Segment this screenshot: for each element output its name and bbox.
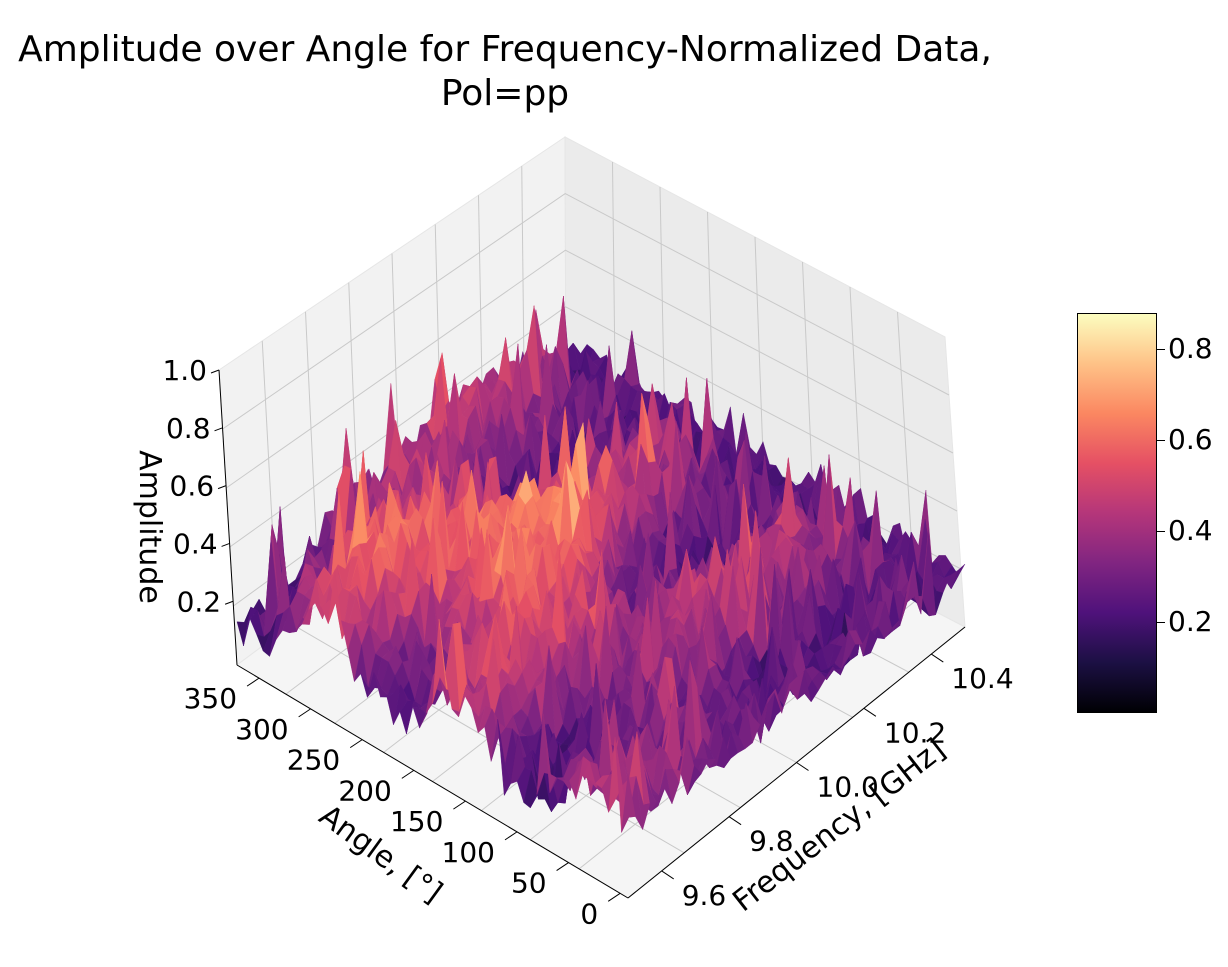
colorbar-tick-label: 0.8 — [1168, 332, 1213, 366]
frequency-tick — [796, 762, 809, 771]
chart-title-line-2: Pol=pp — [440, 73, 570, 114]
angle-axis-line — [236, 664, 629, 899]
colorbar-tick — [1157, 440, 1165, 442]
z-tick-label: 0.4 — [173, 527, 218, 560]
frequency-tick-label: 9.6 — [682, 879, 727, 912]
frequency-tick — [728, 816, 742, 826]
frequency-tick — [661, 870, 674, 880]
angle-tick — [349, 739, 363, 749]
chart-title-line-1: Amplitude over Angle for Frequency-Norma… — [18, 29, 992, 70]
z-tick-label: 1.0 — [162, 354, 207, 387]
surface — [236, 296, 966, 834]
grid-line — [225, 249, 954, 489]
z-tick — [214, 427, 223, 432]
z-tick-label: 0.2 — [177, 585, 222, 618]
angle-tick — [298, 708, 311, 718]
colorbar-tick-label: 0.4 — [1168, 514, 1213, 548]
angle-tick — [556, 862, 569, 872]
z-axis-line — [218, 369, 238, 666]
colorbar-tick — [1157, 622, 1165, 624]
colorbar-tick — [1157, 349, 1165, 351]
z-axis-label: Amplitude — [132, 450, 167, 604]
angle-tick-label: 100 — [442, 836, 495, 869]
angle-tick — [607, 892, 621, 902]
angle-tick-label: 350 — [184, 682, 237, 715]
surface-patch — [621, 773, 636, 833]
frequency-tick — [931, 653, 944, 663]
angle-tick-label: 0 — [580, 897, 598, 930]
colorbar-tick-label: 0.2 — [1168, 605, 1213, 639]
chart-title: Amplitude over Angle for Frequency-Norma… — [0, 28, 1010, 116]
angle-tick — [401, 769, 415, 779]
angle-tick-label: 250 — [287, 744, 340, 777]
colorbar — [1077, 313, 1157, 713]
z-tick — [217, 485, 227, 490]
colorbar-tick-label: 0.6 — [1168, 423, 1213, 457]
frequency-tick — [863, 707, 877, 717]
angle-tick — [246, 677, 260, 687]
colorbar-tick — [1157, 531, 1165, 533]
frequency-tick-label: 10.0 — [817, 771, 879, 804]
grid-line — [229, 306, 958, 548]
frequency-tick-label: 10.2 — [884, 716, 946, 749]
z-tick — [224, 600, 234, 605]
angle-tick-label: 200 — [338, 774, 391, 807]
angle-tick — [453, 800, 466, 810]
frequency-tick-label: 9.8 — [749, 825, 794, 858]
z-tick — [221, 542, 230, 547]
grid-line — [222, 193, 950, 430]
angle-tick-label: 150 — [390, 805, 443, 838]
z-tick-label: 0.6 — [170, 470, 215, 503]
angle-tick — [504, 831, 518, 841]
angle-tick-label: 50 — [511, 867, 547, 900]
frequency-tick-label: 10.4 — [951, 662, 1013, 695]
z-tick — [210, 369, 220, 374]
angle-tick-label: 300 — [235, 713, 288, 746]
z-tick-label: 0.8 — [166, 412, 211, 445]
